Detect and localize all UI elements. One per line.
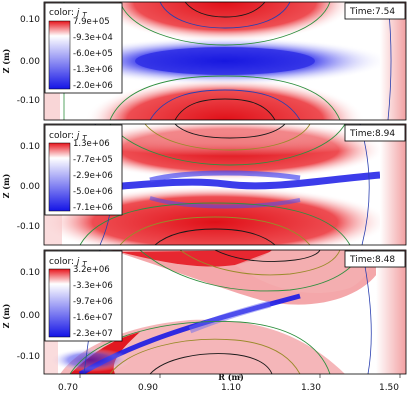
panel-1-colorbar-subscript: T	[82, 11, 87, 19]
panel-3-time-label: Time:8.48	[349, 255, 395, 265]
xlabel: R (m)	[218, 372, 244, 382]
panel-3-cbar-tick-0: 3.2e+06	[73, 265, 110, 275]
xtick-1: 0.90	[138, 383, 158, 393]
xtick-4: 1.50	[379, 383, 399, 393]
panel-2-colorbar-symbol: j	[75, 131, 80, 141]
panel-1-yaxis: 0.10 0.00 -0.10 Z (m)	[1, 15, 40, 106]
panel-2-ytick-1: 0.00	[20, 182, 40, 192]
panel-3: color: j T 3.2e+06 -3.3e+06 -9.7e+06 -1.…	[1, 249, 407, 393]
panel-3-ylabel: Z (m)	[1, 303, 11, 328]
svg-text:color: j T: color: j T	[49, 131, 87, 142]
panel-1-time-box: Time:7.54	[344, 2, 406, 20]
panel-2: color: j T 1.3e+06 -7.7e+05 -2.9e+06 -5.…	[1, 123, 407, 246]
panel-1-colorbar-title: color:	[49, 8, 74, 18]
panel-3-ytick-2: -0.10	[17, 352, 41, 362]
panel-3-time-box: Time:8.48	[344, 250, 406, 268]
panel-3-ytick-0: 0.10	[20, 268, 40, 278]
panel-3-colorbar-title: color:	[49, 257, 74, 267]
panel-2-colorbar: color: j T 1.3e+06 -7.7e+05 -2.9e+06 -5.…	[44, 124, 123, 216]
panel-3-colorbar: color: j T 3.2e+06 -3.3e+06 -9.7e+06 -1.…	[44, 250, 123, 342]
panel-3-colorbar-subscript: T	[82, 260, 87, 268]
panel-1: color: j T 7.9e+05 -9.3e+04 -6.0e+05 -1.…	[1, 1, 407, 121]
xtick-3: 1.30	[301, 383, 321, 393]
panel-1-colorbar: color: j T 7.9e+05 -9.3e+04 -6.0e+05 -1.…	[44, 2, 123, 94]
panel-2-time-label: Time:8.94	[349, 129, 395, 139]
panel-1-colorbar-symbol: j	[75, 8, 80, 18]
panel-1-cbar-tick-4: -2.0e+06	[73, 81, 113, 91]
panel-3-cbar-tick-2: -9.7e+06	[73, 297, 113, 307]
panel-3-colorbar-symbol: j	[75, 257, 80, 267]
panel-2-cbar-tick-2: -2.9e+06	[73, 171, 113, 181]
panel-1-time-label: Time:7.54	[349, 7, 395, 17]
panel-3-cbar-tick-1: -3.3e+06	[73, 281, 113, 291]
panel-2-cbar-tick-1: -7.7e+05	[73, 155, 113, 165]
svg-text:color: j T: color: j T	[49, 8, 87, 19]
panel-2-cbar-tick-4: -7.1e+06	[73, 203, 113, 213]
panel-2-ytick-2: -0.10	[17, 222, 41, 232]
panel-2-ylabel: Z (m)	[1, 173, 11, 198]
panel-2-cbar-tick-3: -5.0e+06	[73, 187, 113, 197]
panel-3-xaxis: 0.70 0.90 1.10 1.30 1.50 R (m)	[58, 372, 401, 393]
panel-2-colorbar-subscript: T	[82, 134, 87, 142]
panel-2-yaxis: 0.10 0.00 -0.10 Z (m)	[1, 142, 40, 232]
panel-1-ylabel: Z (m)	[1, 48, 11, 73]
panel-1-cbar-tick-3: -1.3e+06	[73, 65, 113, 75]
panel-2-time-box: Time:8.94	[344, 124, 406, 142]
panel-3-cbar-tick-4: -2.3e+07	[73, 329, 113, 339]
panel-1-cbar-tick-1: -9.3e+04	[73, 33, 113, 43]
xtick-2: 1.10	[221, 383, 241, 393]
panel-1-ytick-0: 0.10	[20, 15, 40, 25]
panel-3-ytick-1: 0.00	[20, 311, 40, 321]
panel-2-ytick-0: 0.10	[20, 142, 40, 152]
panel-1-cbar-tick-0: 7.9e+05	[73, 17, 110, 27]
xtick-0: 0.70	[58, 383, 78, 393]
panel-2-cbar-tick-0: 1.3e+06	[73, 139, 110, 149]
panel-3-cbar-tick-3: -1.6e+07	[73, 313, 113, 323]
panel-2-colorbar-title: color:	[49, 131, 74, 141]
panel-1-ytick-1: 0.00	[20, 57, 40, 67]
svg-text:color: j T: color: j T	[49, 257, 87, 268]
panel-1-cbar-tick-2: -6.0e+05	[73, 49, 113, 59]
panel-3-yaxis: 0.10 0.00 -0.10 Z (m)	[1, 268, 40, 362]
panel-1-ytick-2: -0.10	[17, 96, 41, 106]
